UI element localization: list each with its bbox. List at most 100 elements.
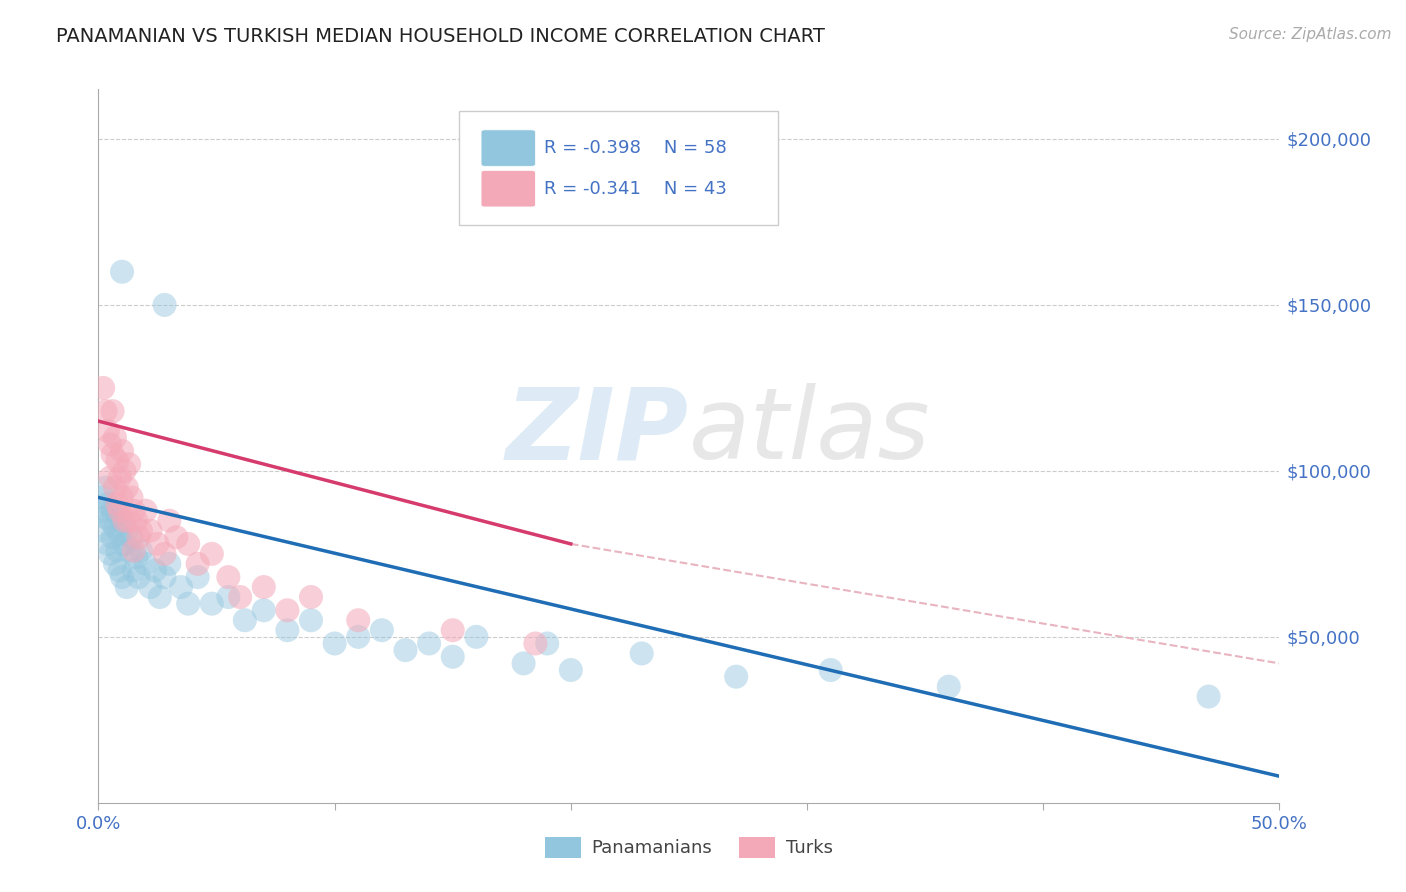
Point xyxy=(98,437,121,451)
Point xyxy=(630,647,652,661)
Point xyxy=(122,504,145,518)
Point xyxy=(299,613,322,627)
Point xyxy=(524,636,547,650)
Point xyxy=(111,570,134,584)
Point xyxy=(115,481,138,495)
Point xyxy=(323,636,346,650)
Point xyxy=(101,504,124,518)
Point xyxy=(108,527,131,541)
Point xyxy=(112,514,135,528)
Point xyxy=(97,424,120,438)
Point xyxy=(122,543,145,558)
Point xyxy=(129,543,152,558)
Point xyxy=(104,520,127,534)
Point xyxy=(94,404,117,418)
Point xyxy=(253,580,276,594)
Point xyxy=(157,514,180,528)
Point xyxy=(118,543,141,558)
Point xyxy=(94,510,117,524)
Point xyxy=(560,663,582,677)
FancyBboxPatch shape xyxy=(481,130,536,166)
Point xyxy=(98,470,121,484)
Point xyxy=(201,547,224,561)
Point xyxy=(115,524,138,538)
Point xyxy=(98,547,121,561)
Text: atlas: atlas xyxy=(689,384,931,480)
Point xyxy=(165,530,187,544)
Point xyxy=(229,590,252,604)
Point xyxy=(512,657,534,671)
Point xyxy=(108,504,131,518)
Point xyxy=(153,547,176,561)
Point xyxy=(146,537,169,551)
Point xyxy=(104,431,127,445)
Point xyxy=(105,507,128,521)
Point xyxy=(170,580,193,594)
Point xyxy=(111,265,134,279)
Point xyxy=(187,570,209,584)
Point xyxy=(101,447,124,461)
Point xyxy=(105,543,128,558)
Point xyxy=(105,454,128,468)
FancyBboxPatch shape xyxy=(481,170,536,207)
Point xyxy=(394,643,416,657)
Point xyxy=(153,570,176,584)
Point xyxy=(299,590,322,604)
Point xyxy=(122,564,145,578)
Point xyxy=(129,524,152,538)
Point xyxy=(418,636,440,650)
Point xyxy=(465,630,488,644)
Point xyxy=(201,597,224,611)
Point xyxy=(111,491,134,505)
Point xyxy=(90,504,112,518)
Point xyxy=(177,597,200,611)
Point xyxy=(112,537,135,551)
Point xyxy=(725,670,748,684)
Point xyxy=(153,298,176,312)
Point xyxy=(111,514,134,528)
Point xyxy=(121,530,143,544)
Point xyxy=(125,550,148,565)
Text: R = -0.398    N = 58: R = -0.398 N = 58 xyxy=(544,139,727,157)
Text: R = -0.341    N = 43: R = -0.341 N = 43 xyxy=(544,180,727,198)
Legend: Panamanians, Turks: Panamanians, Turks xyxy=(537,830,841,865)
Point xyxy=(105,497,128,511)
Text: ZIP: ZIP xyxy=(506,384,689,480)
Point xyxy=(157,557,180,571)
Point xyxy=(441,624,464,638)
FancyBboxPatch shape xyxy=(458,111,778,225)
Point xyxy=(98,514,121,528)
Point xyxy=(149,590,172,604)
Point xyxy=(104,481,127,495)
Point xyxy=(1198,690,1220,704)
Point xyxy=(371,624,394,638)
Point xyxy=(217,590,239,604)
Point xyxy=(276,624,298,638)
Point xyxy=(112,464,135,478)
Text: Source: ZipAtlas.com: Source: ZipAtlas.com xyxy=(1229,27,1392,42)
Point xyxy=(441,649,464,664)
Point xyxy=(97,497,120,511)
Point xyxy=(91,381,114,395)
Point xyxy=(125,514,148,528)
Point xyxy=(104,557,127,571)
Point xyxy=(91,524,114,538)
Point xyxy=(118,457,141,471)
Point xyxy=(217,570,239,584)
Point xyxy=(139,524,162,538)
Point xyxy=(938,680,960,694)
Point xyxy=(139,580,162,594)
Point xyxy=(276,603,298,617)
Point xyxy=(135,504,157,518)
Point xyxy=(187,557,209,571)
Point xyxy=(177,537,200,551)
Point xyxy=(347,613,370,627)
Point xyxy=(233,613,256,627)
Point xyxy=(128,530,150,544)
Point xyxy=(108,564,131,578)
Point xyxy=(118,514,141,528)
Point xyxy=(347,630,370,644)
Point xyxy=(108,470,131,484)
Point xyxy=(253,603,276,617)
Point xyxy=(121,491,143,505)
